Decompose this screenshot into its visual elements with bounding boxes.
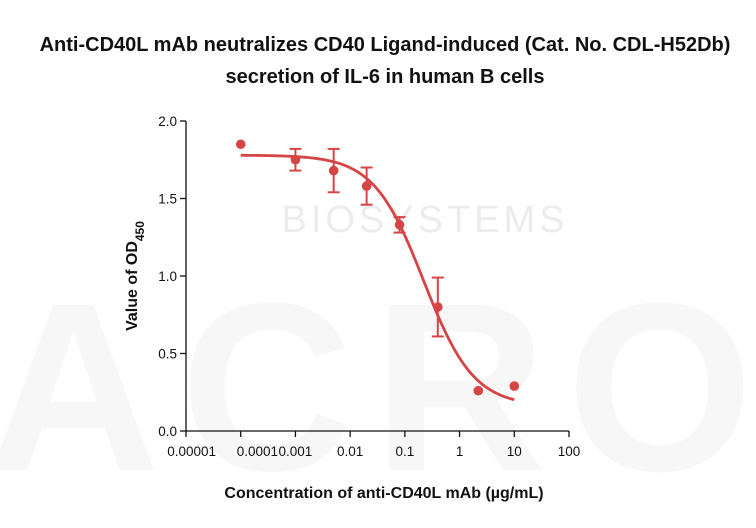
x-tick-label: 10: [507, 444, 522, 459]
watermark-logo: ACRO: [0, 253, 756, 521]
x-tick-label: 0.00001: [167, 444, 216, 459]
x-tick-label: 0.001: [279, 444, 313, 459]
x-ticks: 0.00001 0.0001 0.001 0.01 0.1 1 10 100: [167, 431, 580, 459]
data-point: [328, 165, 339, 176]
y-tick-label: 1.5: [158, 192, 177, 207]
x-tick-label: 0.01: [337, 444, 363, 459]
data-point: [235, 139, 246, 150]
data-point: [361, 181, 372, 191]
plot-area: 0.00.51.01.52.0 0.00001 0.0001 0.001 0.01 0.…: [158, 114, 580, 459]
data-point: [290, 154, 301, 165]
chart-title: Anti-CD40L mAb neutralizes CD40 Ligand-i…: [40, 34, 731, 56]
watermark: ACRO BIOSYSTEMS: [0, 199, 756, 521]
watermark-text: BIOSYSTEMS: [281, 199, 568, 241]
y-tick-label: 1.0: [158, 269, 177, 284]
y-tick-label: 0.0: [158, 424, 177, 439]
y-axis-title-main: Value of OD: [124, 241, 141, 331]
y-axis-title: Value of OD450: [124, 221, 147, 331]
point-layer: [235, 139, 520, 396]
x-tick-label: 0.0001: [237, 444, 278, 459]
data-point: [432, 302, 443, 312]
y-ticks: 0.0 0.5 1.0 1.5 2.0: [158, 114, 186, 439]
fit-curve: [240, 153, 515, 402]
fit-layer: [240, 153, 515, 402]
y-axis-title-sub: 450: [133, 221, 147, 241]
errorbar-layer: [289, 147, 444, 338]
data-point: [509, 381, 520, 391]
x-tick-label: 100: [558, 444, 581, 459]
chart-subtitle: secretion of IL-6 in human B cells: [226, 66, 545, 88]
x-tick-label: 0.1: [395, 444, 414, 459]
x-axis-title: Concentration of anti-CD40L mAb (µg/mL): [224, 485, 543, 502]
y-tick-label: 2.0: [158, 114, 177, 129]
x-tick-label: 1: [456, 444, 464, 459]
data-point: [394, 220, 405, 230]
y-tick-label: 0.5: [158, 347, 177, 362]
data-point: [473, 385, 484, 396]
